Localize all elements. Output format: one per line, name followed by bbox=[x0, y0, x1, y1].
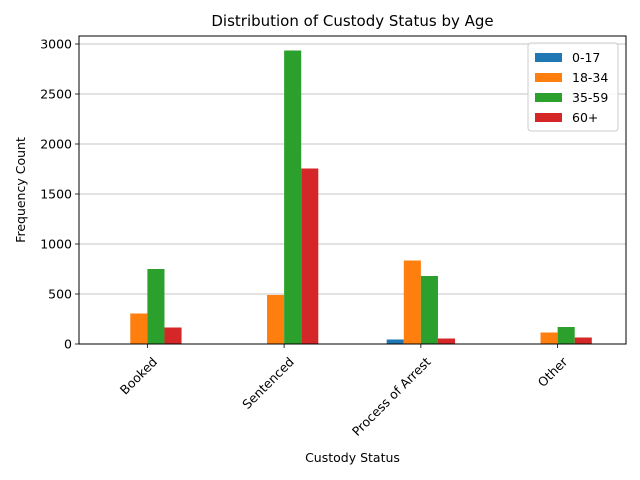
legend-swatch bbox=[535, 93, 562, 102]
bars bbox=[113, 50, 592, 344]
bar-35-59-other bbox=[557, 327, 575, 344]
y-tick-label: 2500 bbox=[40, 87, 72, 102]
y-tick-label: 3000 bbox=[40, 37, 72, 52]
bar-35-59-booked bbox=[147, 269, 165, 344]
legend-swatch bbox=[535, 73, 562, 82]
plot-frame bbox=[78, 35, 627, 345]
bar-35-59-process-of-arrest bbox=[420, 276, 438, 344]
legend: 0-17 18-34 35-59 60+ bbox=[527, 42, 619, 132]
bar-35-59-sentenced bbox=[284, 50, 302, 344]
legend-swatch bbox=[535, 113, 562, 122]
y-tick-label: 0 bbox=[64, 337, 72, 352]
y-tick-label: 1500 bbox=[40, 187, 72, 202]
y-axis-label: Frequency Count bbox=[13, 137, 28, 243]
bar-18-34-other bbox=[540, 332, 558, 344]
legend-label: 0-17 bbox=[572, 50, 600, 65]
chart-title: Distribution of Custody Status by Age bbox=[211, 12, 493, 30]
bar-60+-booked bbox=[164, 327, 182, 344]
bar-0-17-process-of-arrest bbox=[386, 339, 404, 344]
y-axis: 0 500 1000 1500 2000 2500 3000 bbox=[40, 37, 79, 352]
legend-label: 18-34 bbox=[572, 70, 608, 85]
bar-60+-process-of-arrest bbox=[437, 338, 456, 344]
legend-box bbox=[527, 42, 619, 132]
bar-60+-other bbox=[574, 337, 592, 344]
y-tick-label: 2000 bbox=[40, 137, 72, 152]
bar-60+-sentenced bbox=[301, 168, 319, 344]
bar-18-34-booked bbox=[130, 313, 148, 344]
x-axis-label: Custody Status bbox=[305, 450, 400, 465]
bar-18-34-process-of-arrest bbox=[403, 260, 421, 344]
y-tick-label: 1000 bbox=[40, 237, 72, 252]
legend-swatch bbox=[535, 53, 562, 62]
legend-label: 35-59 bbox=[572, 90, 608, 105]
bar-18-34-sentenced bbox=[267, 295, 285, 344]
y-tick-label: 500 bbox=[48, 287, 72, 302]
legend-label: 60+ bbox=[572, 110, 598, 125]
